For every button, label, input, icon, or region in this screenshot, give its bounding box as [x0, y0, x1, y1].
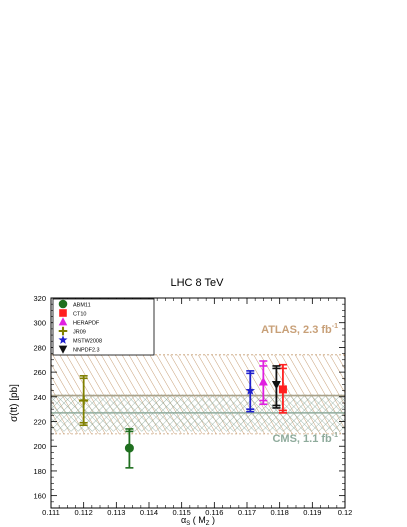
- legend-item-abm11: ABM11: [58, 299, 91, 309]
- y-axis-label: σ(tt) [pb]: [9, 384, 20, 422]
- x-tick-label: 0.117: [238, 508, 256, 517]
- legend-item-mstw2008: MSTW2008: [58, 335, 102, 345]
- y-tick-label: 300: [33, 319, 46, 328]
- ticks-layer: 0.111 0.112 0.113 0.114 0.115 0.116 0.117 0.118…: [33, 294, 352, 517]
- x-tick-label: 0.114: [140, 508, 158, 517]
- x-tick-label: 0.113: [107, 508, 125, 517]
- legend-box: [52, 298, 155, 356]
- y-tick-label: 180: [33, 467, 46, 476]
- y-tick-label: 260: [33, 368, 46, 377]
- legend-label-ct10: CT10: [73, 312, 86, 318]
- points-layer: [79, 360, 287, 469]
- legend: ABM11 CT10 HERAPDF JR09 MSTW2008 NNPDF2.3: [52, 298, 155, 356]
- legend-marker-herapdf: [58, 317, 68, 326]
- y-tick-label: 320: [33, 294, 46, 303]
- bands-layer: [51, 354, 345, 435]
- marker-mstw2008: [245, 385, 256, 395]
- legend-marker-abm11: [58, 299, 68, 309]
- legend-item-jr09: JR09: [58, 326, 86, 336]
- x-tick-label: 0.111: [42, 508, 60, 517]
- band-labels-layer: ATLAS, 2.3 fb-1 CMS, 1.1 fb-1: [261, 323, 338, 445]
- point-ct10: [278, 363, 287, 414]
- marker-jr09: [79, 396, 89, 406]
- marker-herapdf: [258, 377, 268, 386]
- x-axis-label: αS ( MZ ): [181, 515, 215, 527]
- point-jr09: [79, 375, 89, 427]
- legend-item-nnpdf2-3: NNPDF2.3: [58, 345, 100, 354]
- legend-item-herapdf: HERAPDF: [58, 317, 100, 327]
- y-tick-label: 220: [33, 418, 46, 427]
- point-herapdf: [258, 360, 268, 406]
- legend-label-mstw2008: MSTW2008: [73, 339, 102, 345]
- chart-title: LHC 8 TeV: [171, 277, 225, 289]
- x-tick-label: 0.12: [338, 508, 353, 517]
- legend-label-jr09: JR09: [73, 330, 86, 336]
- point-nnpdf2-3: [271, 365, 281, 409]
- marker-abm11: [124, 443, 134, 453]
- marker-ct10: [278, 385, 287, 394]
- legend-marker-nnpdf2-3: [58, 345, 68, 354]
- marker-nnpdf2-3: [271, 380, 281, 390]
- x-tick-label: 0.118: [271, 508, 289, 517]
- legend-label-abm11: ABM11: [73, 303, 91, 309]
- point-abm11: [124, 428, 134, 469]
- x-tick-label: 0.116: [205, 508, 223, 517]
- x-tick-label: 0.119: [303, 508, 321, 517]
- legend-marker-mstw2008: [58, 335, 68, 344]
- y-tick-label: 160: [33, 492, 46, 501]
- x-tick-label: 0.115: [173, 508, 191, 517]
- x-tick-label: 0.112: [75, 508, 93, 517]
- legend-marker-ct10: [59, 309, 67, 317]
- y-tick-label: 280: [33, 343, 46, 352]
- cms-label: CMS, 1.1 fb-1: [272, 432, 338, 445]
- legend-item-ct10: CT10: [59, 309, 86, 318]
- atlas-label: ATLAS, 2.3 fb-1: [261, 323, 338, 336]
- legend-label-nnpdf2-3: NNPDF2.3: [73, 348, 100, 354]
- legend-label-herapdf: HERAPDF: [73, 321, 100, 327]
- y-tick-label: 240: [33, 393, 46, 402]
- point-mstw2008: [245, 370, 256, 413]
- y-tick-label: 200: [33, 442, 46, 451]
- legend-marker-jr09: [58, 326, 68, 336]
